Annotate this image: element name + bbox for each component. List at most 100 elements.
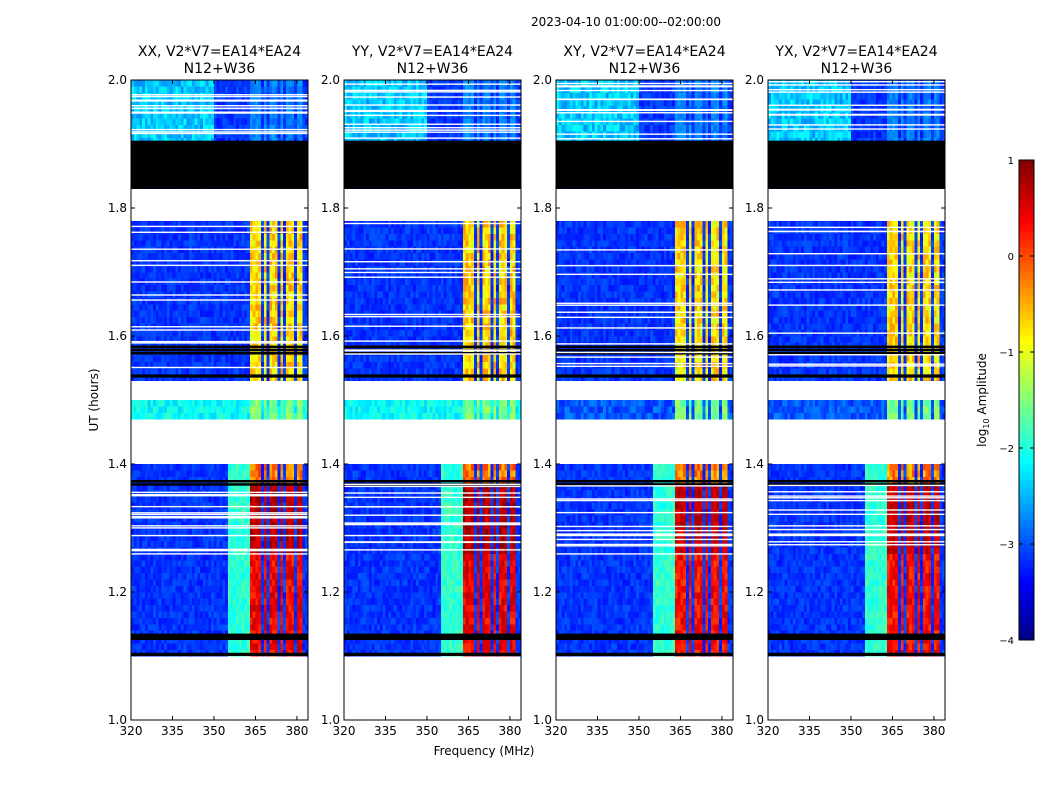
heatmap-cell [169, 412, 173, 420]
heatmap-cell [418, 643, 422, 650]
heatmap-cell [155, 502, 159, 510]
heatmap-cell [197, 624, 201, 631]
heatmap-cell [175, 566, 179, 574]
heatmap-cell [183, 400, 187, 407]
heatmap-cell [175, 464, 179, 471]
heatmap-cell [142, 310, 146, 318]
heatmap-cell [197, 240, 201, 247]
heatmap-cell [216, 265, 220, 273]
heatmap-cell [142, 406, 146, 414]
heatmap-cell [147, 585, 151, 593]
heatmap-cell [180, 566, 184, 574]
heatmap-cell [280, 604, 284, 612]
heatmap-cell [233, 585, 237, 593]
heatmap-cell [205, 521, 209, 529]
heatmap-cell [280, 265, 284, 273]
heatmap-cell [164, 579, 168, 586]
heatmap-cell [213, 604, 218, 612]
heatmap-cell [136, 598, 140, 606]
heatmap-cell [189, 86, 193, 94]
heatmap-cell [255, 579, 259, 586]
heatmap-cell [155, 284, 159, 292]
heatmap-cell [263, 617, 267, 625]
heatmap-cell [150, 553, 154, 561]
heatmap-cell [244, 368, 248, 375]
heatmap-cell [166, 316, 171, 324]
heatmap-cell [211, 233, 215, 241]
heatmap-cell [183, 297, 187, 305]
heatmap-cell [283, 604, 287, 612]
heatmap-cell [175, 86, 179, 94]
heatmap-cell [241, 611, 245, 618]
heatmap-cell [213, 272, 218, 279]
heatmap-cell [274, 400, 278, 407]
heatmap-cell [294, 572, 298, 580]
heatmap-cell [144, 624, 148, 631]
heatmap-cell [296, 310, 301, 318]
heatmap-cell [225, 272, 229, 279]
heatmap-cell [131, 534, 135, 542]
heatmap-cell [302, 368, 306, 375]
heatmap-cell [285, 502, 289, 510]
heatmap-cell [200, 534, 204, 542]
heatmap-cell [272, 553, 276, 561]
heatmap-cell [205, 272, 209, 279]
heatmap-cell [136, 406, 140, 414]
heatmap-cell [302, 515, 306, 522]
heatmap-cell [252, 496, 256, 503]
heatmap-cell [133, 316, 137, 324]
heatmap-cell [272, 86, 276, 94]
heatmap-cell [238, 86, 242, 94]
heatmap-cell [158, 406, 162, 414]
heatmap-cell [255, 643, 259, 650]
heatmap-cell [299, 265, 303, 273]
heatmap-cell [272, 272, 276, 279]
heatmap-cell [230, 316, 234, 324]
heatmap-cell [258, 265, 262, 273]
heatmap-cell [131, 528, 135, 535]
heatmap-cell [222, 252, 226, 260]
heatmap-cell [180, 611, 184, 618]
heatmap-cell [288, 515, 292, 522]
heatmap-cell [219, 534, 223, 542]
heatmap-cell [200, 86, 204, 94]
heatmap-cell [272, 233, 276, 241]
heatmap-cell [197, 560, 201, 567]
heatmap-cell [191, 643, 195, 650]
heatmap-cell [258, 508, 262, 516]
heatmap-cell [291, 368, 295, 375]
heatmap-cell [202, 412, 206, 420]
heatmap-cell [158, 566, 162, 574]
heatmap-cell [227, 528, 231, 535]
heatmap-cell [169, 464, 173, 471]
heatmap-cell [211, 496, 215, 503]
heatmap-cell [302, 406, 306, 414]
heatmap-cell [252, 502, 256, 510]
heatmap-cell [296, 355, 301, 362]
heatmap-cell [194, 643, 198, 650]
heatmap-cell [288, 368, 292, 375]
heatmap-cell [244, 240, 248, 247]
heatmap-cell [263, 560, 267, 567]
heatmap-cell [258, 124, 262, 132]
heatmap-cell [142, 540, 146, 548]
heatmap-cell [296, 368, 301, 375]
heatmap-cell [285, 80, 289, 87]
heatmap-cell [183, 592, 187, 599]
heatmap-cell [269, 316, 273, 324]
heatmap-cell [285, 572, 289, 580]
heatmap-cell [189, 636, 193, 644]
heatmap-cell [189, 521, 193, 529]
flagged-stripe [131, 182, 308, 185]
heatmap-cell [194, 624, 198, 631]
heatmap-cell [249, 316, 253, 324]
heatmap-cell [147, 553, 151, 561]
heatmap-cell [205, 355, 209, 362]
heatmap-cell [211, 553, 215, 561]
heatmap-cell [172, 611, 176, 618]
heatmap-cell [233, 566, 237, 574]
heatmap-cell [283, 553, 287, 561]
heatmap-cell [266, 252, 270, 260]
y-tick-label: 1.4 [108, 457, 127, 471]
heatmap-cell [200, 572, 204, 580]
